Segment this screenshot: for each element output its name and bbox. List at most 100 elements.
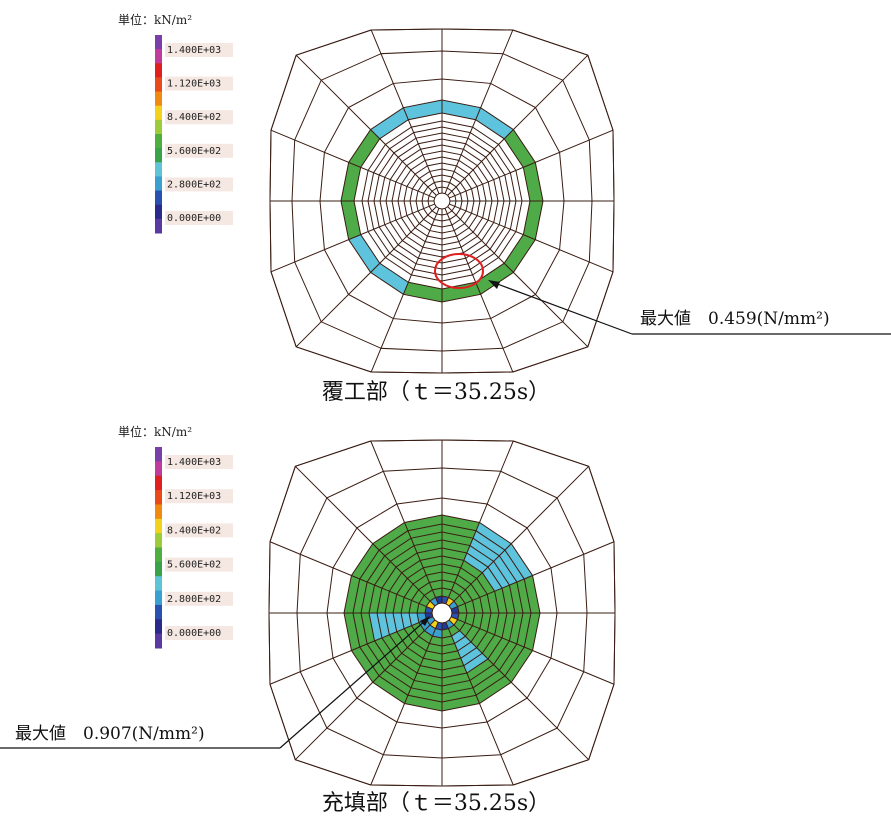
mesh-frame	[371, 371, 443, 374]
mesh-cell	[442, 636, 455, 646]
mesh-frame	[270, 271, 297, 347]
mesh-frame	[512, 29, 588, 56]
mesh-cell	[442, 665, 467, 678]
mesh-cell	[470, 628, 488, 648]
mesh-radial	[370, 208, 440, 373]
mesh-cell	[407, 687, 442, 702]
legend-swatch	[155, 119, 162, 135]
mesh-frame	[612, 130, 615, 202]
mesh-cell	[409, 600, 419, 613]
mesh-cell	[463, 552, 488, 573]
legend-swatch	[155, 475, 162, 491]
mesh-cell	[401, 647, 424, 666]
mesh-cell	[454, 575, 471, 590]
mesh-cell	[429, 636, 442, 646]
mesh-cell	[424, 589, 436, 601]
legend-label-bg	[165, 211, 233, 225]
mesh-cell	[348, 129, 380, 168]
legend-label: 8.400E+02	[167, 112, 221, 123]
arrow-head	[420, 616, 430, 626]
legend-swatch	[155, 518, 162, 534]
mesh-cell	[509, 613, 523, 644]
mesh-cell	[524, 613, 540, 651]
mesh-cell	[442, 622, 449, 630]
legend-label-bg	[165, 557, 233, 572]
mesh-cell	[384, 664, 415, 688]
mesh-cell	[393, 594, 405, 613]
mesh-cell	[442, 695, 480, 711]
mesh-cell	[504, 234, 536, 273]
mesh-cell	[425, 606, 433, 613]
legend-swatch	[155, 604, 162, 620]
mesh-cell	[418, 595, 430, 607]
mesh-cell	[494, 588, 507, 613]
mesh-cell	[460, 560, 483, 579]
legend-swatch	[155, 576, 162, 592]
mesh-cell	[493, 640, 517, 671]
mesh-radial	[269, 616, 433, 685]
mesh-cell	[493, 555, 517, 586]
legend-swatch	[155, 49, 162, 64]
mesh-cell	[472, 530, 505, 556]
mesh-cell	[404, 584, 419, 601]
mesh-frame	[296, 29, 372, 56]
legend-swatch	[155, 533, 162, 548]
mesh-radial	[294, 465, 436, 607]
legend-label: 5.600E+02	[167, 146, 221, 157]
mesh-cell	[367, 640, 391, 671]
mesh-radial	[370, 29, 440, 194]
mesh-ring	[431, 602, 453, 624]
mesh-cell	[372, 675, 408, 704]
mesh-cell	[524, 575, 540, 613]
mesh-cell	[369, 613, 382, 641]
legend-label: 0.000E+00	[167, 628, 221, 639]
legend-swatch	[155, 176, 162, 192]
mesh-radial	[449, 203, 614, 273]
mesh-cell	[442, 673, 470, 686]
mesh-cell	[369, 585, 382, 613]
mesh-cell	[454, 636, 471, 651]
mesh-cell	[466, 545, 494, 568]
mesh-cell	[429, 580, 442, 590]
mesh-cell	[502, 613, 515, 641]
mesh-cell	[470, 578, 488, 598]
mesh-cell	[476, 572, 495, 595]
mesh-radial	[295, 206, 437, 348]
mesh-frame	[295, 440, 371, 467]
mesh-cell	[442, 580, 455, 590]
mesh-frame	[588, 684, 615, 760]
mesh-cell	[509, 582, 523, 613]
mesh-cell	[442, 532, 473, 546]
mesh-radial	[451, 541, 615, 610]
caption: 充填部（ｔ＝35.25s）	[322, 791, 550, 816]
legend-label: 1.120E+03	[167, 79, 221, 90]
mesh-radial	[370, 622, 439, 786]
mesh-cell	[413, 636, 430, 651]
mesh-radial	[444, 29, 514, 194]
legend-label-bg	[165, 177, 233, 192]
mesh-frame	[270, 55, 297, 131]
mesh-cell	[463, 653, 488, 674]
mesh-cell	[379, 530, 412, 556]
mesh-cell	[460, 647, 483, 666]
mesh-cell	[442, 564, 461, 576]
mesh-frame	[268, 541, 271, 614]
mesh-cell	[353, 578, 368, 613]
mesh-cell	[407, 641, 427, 659]
mesh-cell	[454, 619, 466, 631]
mesh-radial	[445, 622, 514, 786]
mesh-cell	[457, 567, 477, 585]
mesh-cell	[372, 522, 408, 551]
mesh-frame	[513, 440, 589, 467]
legend-swatch	[155, 590, 162, 606]
mesh-frame	[441, 439, 514, 442]
mesh-cell	[494, 613, 507, 638]
contour-mesh-filling	[268, 439, 616, 787]
annotation: 最大値 0.907(N/mm²)	[15, 724, 205, 744]
mesh-cell	[396, 578, 414, 598]
mesh-cell	[476, 675, 512, 704]
mesh-cell	[479, 594, 491, 613]
legend-label-bg	[165, 455, 233, 469]
mesh-cell	[411, 680, 442, 694]
